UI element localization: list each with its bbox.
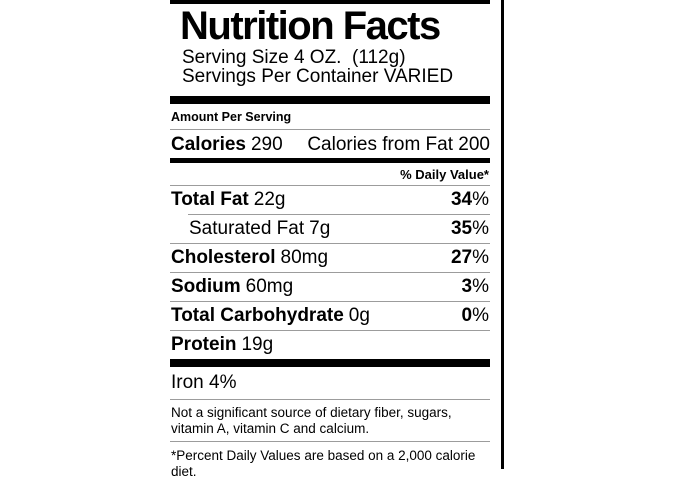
nutrient-name-amount: Total Carbohydrate 0g [171, 305, 370, 326]
daily-value-percent: 35% [450, 218, 489, 239]
daily-value-heading: % Daily Value* [400, 167, 489, 182]
thin-divider [170, 243, 490, 244]
nutrient-name-amount: Protein 19g [171, 334, 274, 355]
nutrient-name-amount: Total Fat 22g [171, 189, 286, 210]
page-divider-line [501, 0, 504, 469]
nutrient-name-amount: Saturated Fat 7g [189, 218, 331, 239]
calories-value: 290 [250, 134, 283, 155]
nutrient-row-total-carbohydrate: Total Carbohydrate 0g 0% [170, 302, 490, 330]
calories-label: Calories [171, 134, 246, 155]
daily-value-percent: 34% [450, 189, 489, 210]
label-top-border-bar [170, 0, 490, 4]
servings-per-container-text: Servings Per Container VARIED [182, 66, 454, 87]
thin-divider [170, 272, 490, 273]
thin-divider [170, 185, 490, 186]
nutrient-row-cholesterol: Cholesterol 80mg 27% [170, 244, 490, 272]
nutrient-row-total-fat: Total Fat 22g 34% [170, 186, 490, 214]
calories-amount: Calories 290 [171, 135, 283, 155]
section-divider-thick [170, 359, 490, 367]
daily-value-percent: 27% [450, 247, 489, 268]
section-divider-medium [170, 158, 490, 163]
section-divider-thick [170, 96, 490, 104]
nutrient-name-amount: Cholesterol 80mg [171, 247, 329, 268]
label-title: Nutrition Facts [180, 4, 441, 48]
thin-divider [170, 441, 490, 442]
daily-value-percent: 0% [461, 305, 489, 326]
nutrient-name-amount: Sodium 60mg [171, 276, 294, 297]
nutrient-row-saturated-fat: Saturated Fat 7g 35% [170, 215, 490, 243]
serving-size-text: Serving Size 4 OZ. (112g) [182, 47, 406, 68]
nutrient-row-protein: Protein 19g [170, 331, 490, 359]
thin-divider-indented [188, 214, 490, 215]
footnote-daily-value-basis: *Percent Daily Values are based on a 2,0… [171, 448, 476, 479]
thin-divider [170, 399, 490, 400]
thin-divider [170, 330, 490, 331]
serving-info-block: Serving Size 4 OZ. (112g) Servings Per C… [170, 48, 490, 86]
thin-divider [170, 129, 490, 130]
footnote-insignificant-nutrients: Not a significant source of dietary fibe… [171, 405, 452, 436]
amount-per-serving-heading: Amount Per Serving [171, 110, 292, 124]
calories-row: Calories 290 Calories from Fat 200 [170, 130, 490, 158]
daily-value-percent: 3% [461, 276, 489, 297]
iron-row: Iron 4% [171, 372, 237, 393]
calories-from-fat: Calories from Fat 200 [307, 134, 490, 155]
thin-divider [170, 301, 490, 302]
nutrition-facts-label: Nutrition Facts Serving Size 4 OZ. (112g… [170, 0, 490, 479]
nutrient-row-sodium: Sodium 60mg 3% [170, 273, 490, 301]
